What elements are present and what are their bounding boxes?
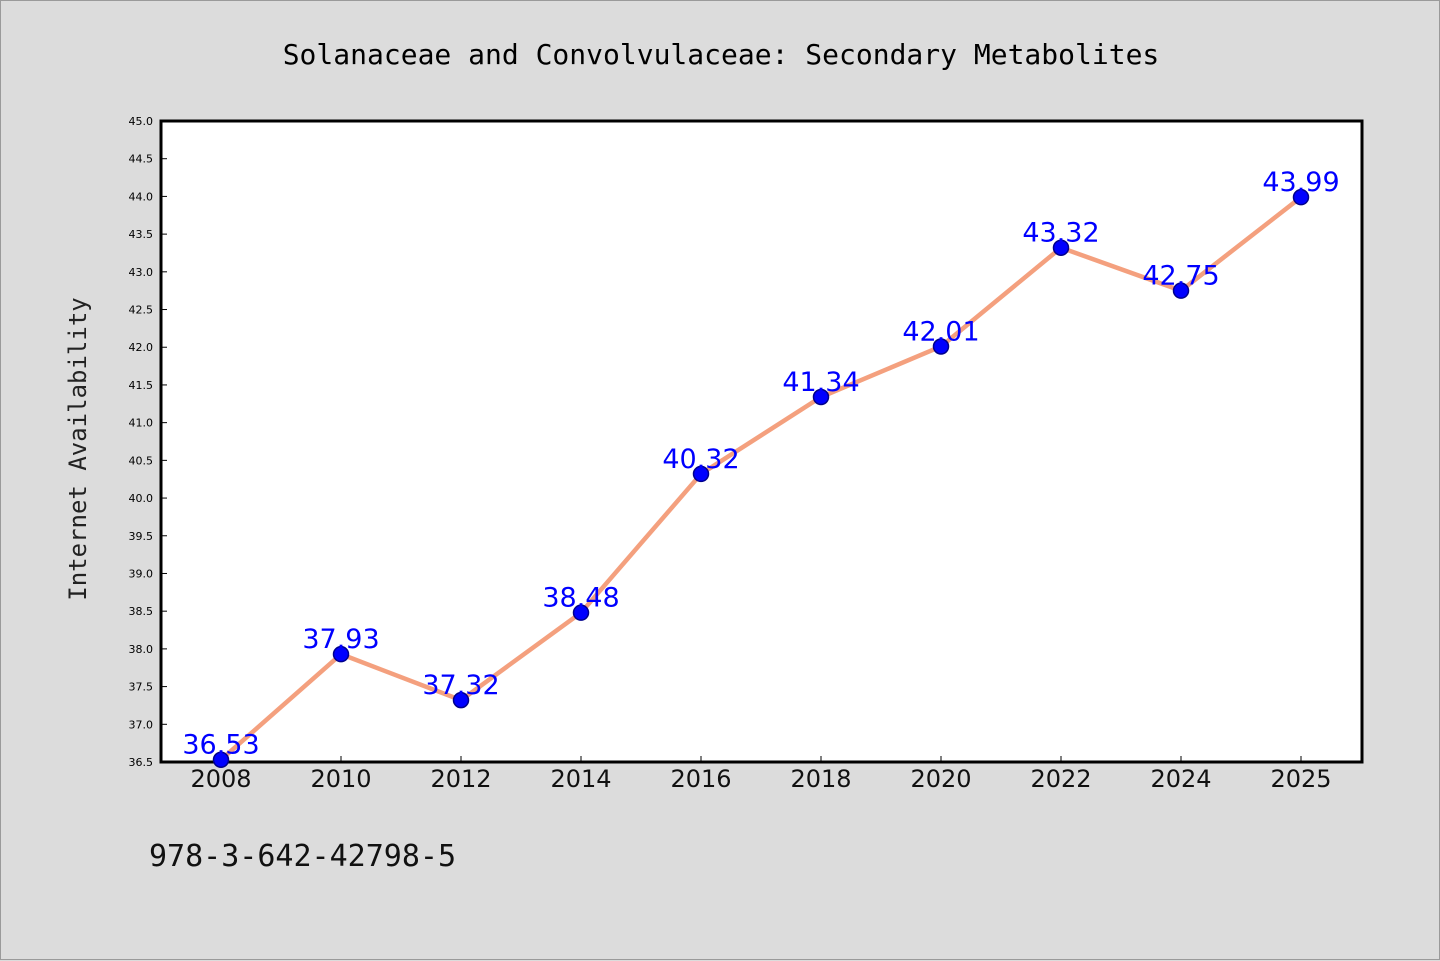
chart-title: Solanaceae and Convolvulaceae: Secondary… [283,38,1160,71]
data-label-2024: 42.75 [1142,261,1219,292]
series-line-group [219,195,1303,762]
x-tick-label: 2024 [1150,765,1211,793]
y-tick-label: 38.0 [129,643,154,656]
y-tick-label: 44.0 [129,190,154,203]
data-label-2020: 42.01 [902,316,979,347]
data-point-2012 [452,691,470,709]
y-tick-label: 45.0 [129,115,154,128]
y-tick-label: 41.0 [129,417,154,430]
y-tick-label: 44.5 [129,153,154,166]
data-point-2010 [332,645,350,663]
x-tick-label: 2010 [310,765,371,793]
y-tick-label: 36.5 [129,756,154,769]
data-point-2024 [1172,282,1190,299]
data-labels: 36.53 37.93 37.32 38.48 40.32 41.34 42.01 43.32… [182,167,1339,761]
data-markers [212,188,1310,768]
series-line [219,195,1303,762]
data-label-2025: 43.99 [1262,167,1339,198]
x-tick-label: 2016 [670,765,731,793]
y-axis-label: Internet Availability [64,297,92,600]
data-label-2008: 36.53 [182,730,259,761]
y-tick-label: 42.0 [129,341,154,354]
y-tick-label: 40.0 [129,492,154,505]
data-point-2008 [212,751,230,768]
y-tick-label: 37.0 [129,718,154,731]
x-tick-label: 2014 [550,765,611,793]
y-tick-label: 43.5 [129,228,154,241]
y-tick-label: 40.5 [129,454,154,467]
y-tick-label: 39.0 [129,567,154,580]
isbn-label: 978-3-642-42798-5 [149,839,456,874]
y-tick-label: 38.5 [129,605,154,618]
x-tick-label: 2025 [1270,765,1331,793]
y-tick-label: 39.5 [129,530,154,543]
y-axis-ticks: 36.5 37.0 37.5 38.0 38.5 39.0 39.5 40.0 40.5 41.0… [129,115,167,769]
data-label-2012: 37.32 [422,670,499,701]
x-axis-ticks: 2008 2010 2012 2014 2016 2018 2020 2022 2024 2025 [190,756,1332,793]
data-point-2018 [812,388,830,406]
x-tick-label: 2008 [190,765,251,793]
data-label-2010: 37.93 [302,624,379,655]
x-tick-label: 2022 [1030,765,1091,793]
y-tick-label: 42.5 [129,304,154,317]
data-label-2016: 40.32 [662,444,739,475]
x-tick-label: 2018 [790,765,851,793]
x-tick-label: 2020 [910,765,971,793]
plot-area [159,119,1364,764]
y-tick-label: 41.5 [129,379,154,392]
data-point-2025 [1292,188,1310,206]
data-label-2014: 38.48 [542,583,619,614]
y-tick-label: 37.5 [129,681,154,694]
x-tick-label: 2012 [430,765,491,793]
data-label-2018: 41.34 [782,367,859,398]
y-tick-label: 43.0 [129,266,154,279]
data-point-2022 [1052,239,1070,256]
data-label-2022: 43.32 [1022,218,1099,249]
data-point-2016 [692,465,710,483]
data-point-2014 [572,604,590,621]
data-point-2020 [932,338,950,355]
